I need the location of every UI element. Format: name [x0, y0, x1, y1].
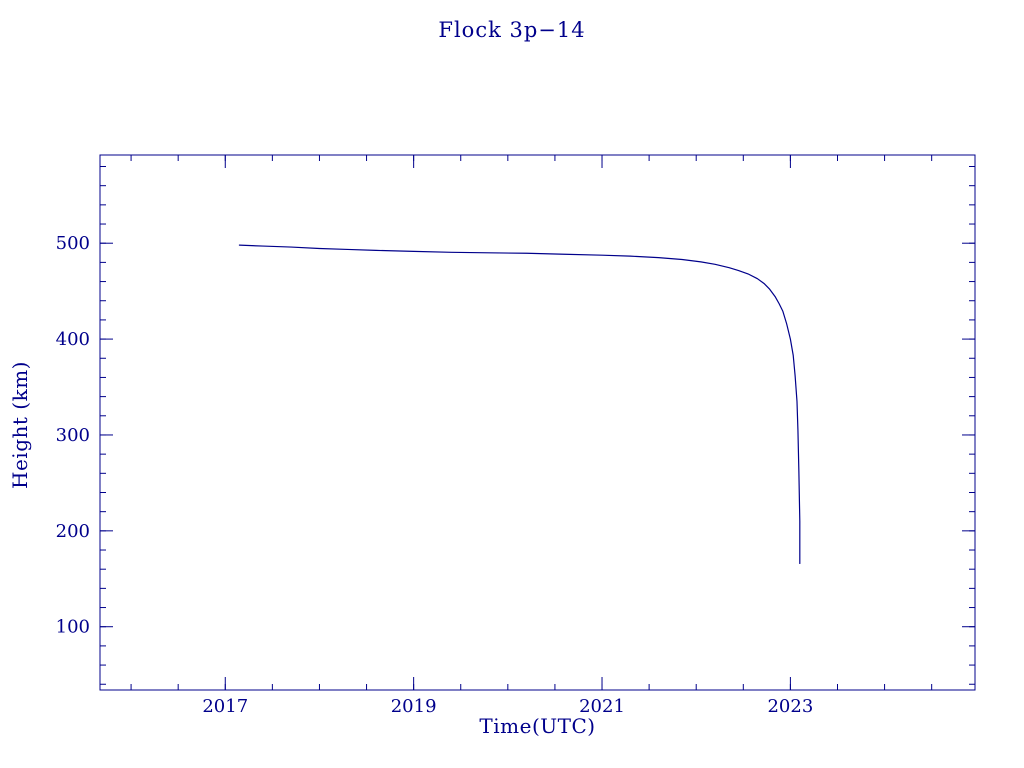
y-tick-label: 400 — [56, 329, 90, 350]
plot-border — [99, 154, 976, 691]
height-curve — [238, 244, 801, 565]
y-tick-label: 500 — [56, 233, 90, 254]
x-tick-label: 2021 — [579, 696, 625, 717]
x-tick-label: 2017 — [202, 696, 248, 717]
x-tick-label: 2019 — [391, 696, 437, 717]
y-tick-label: 200 — [56, 521, 90, 542]
y-tick-label: 300 — [56, 425, 90, 446]
y-tick-label: 100 — [56, 617, 90, 638]
x-axis-label: Time(UTC) — [479, 714, 596, 738]
x-tick-label: 2023 — [767, 696, 813, 717]
chart-title: Flock 3p−14 — [438, 18, 586, 42]
